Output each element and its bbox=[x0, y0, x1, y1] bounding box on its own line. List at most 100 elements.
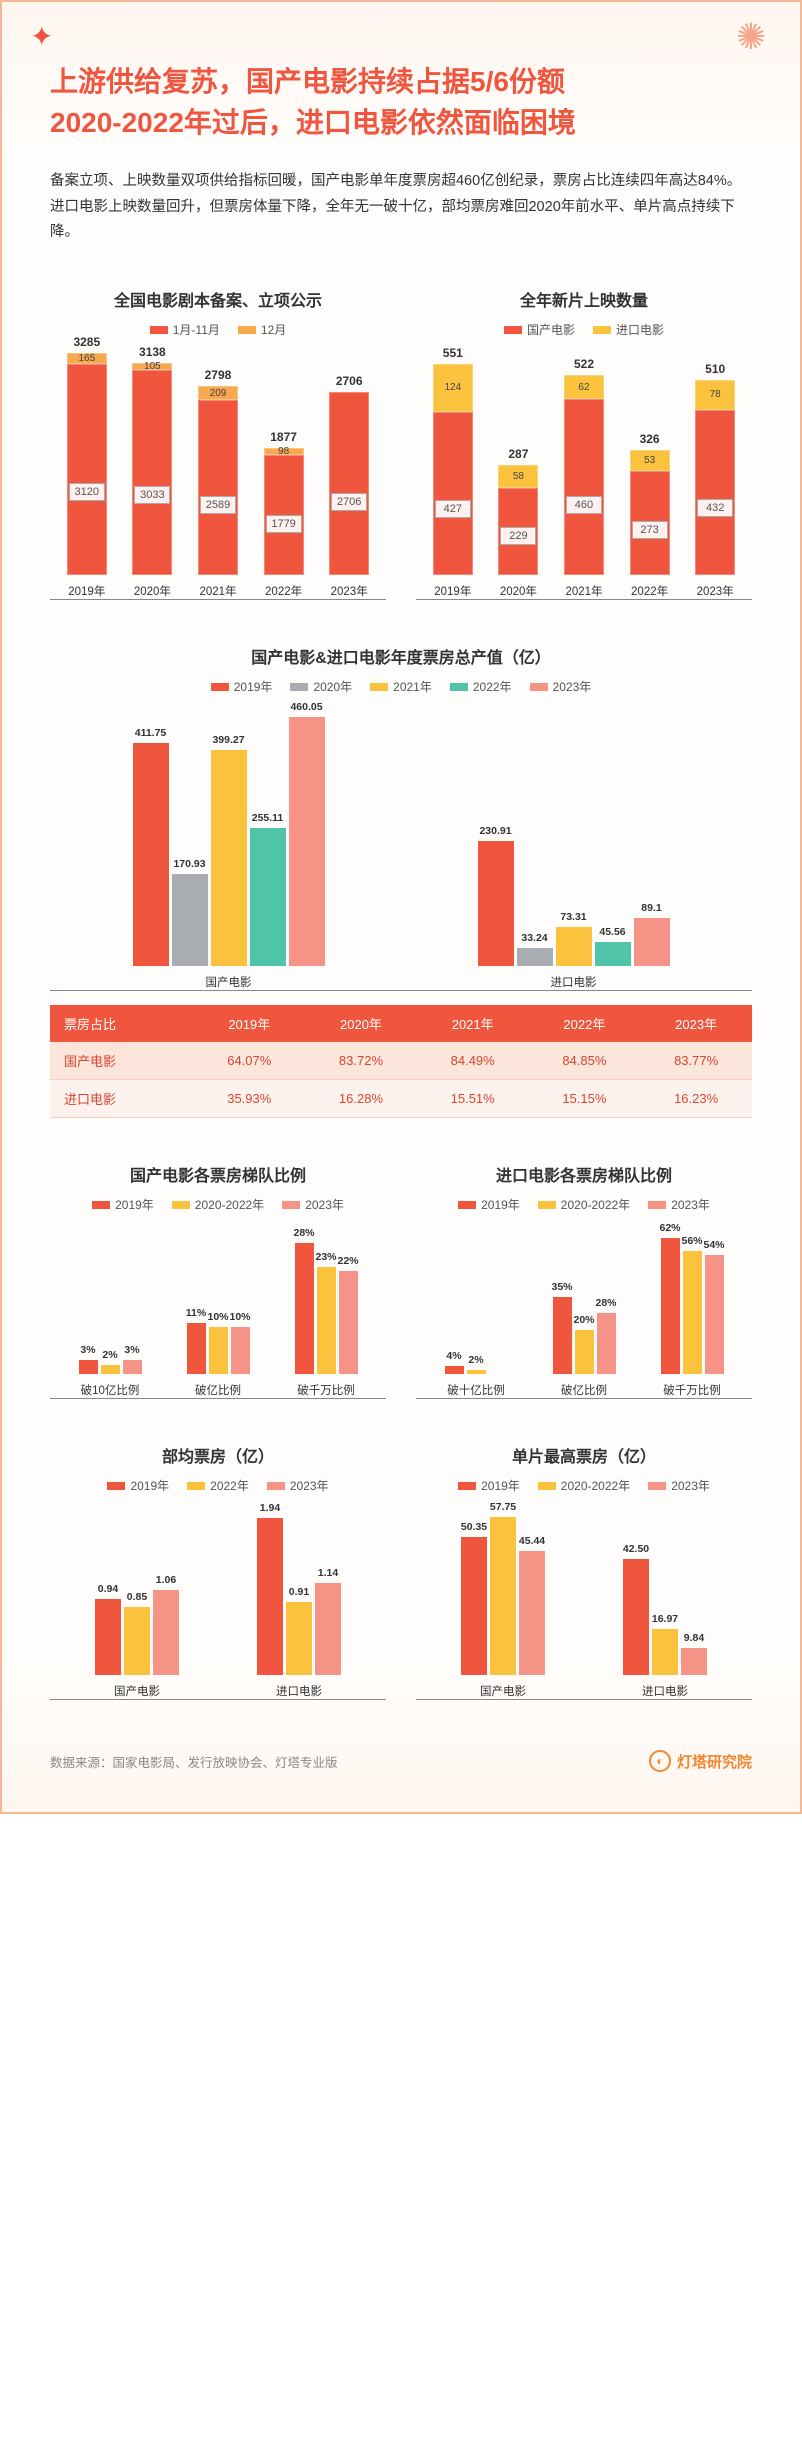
chart-filings: 全国电影剧本备案、立项公示 1月-11月 12月 3285 165 3120 2… bbox=[50, 287, 386, 600]
bar-group: 50.3557.7545.44国产电影 bbox=[461, 1517, 545, 1699]
row-1: 全国电影剧本备案、立项公示 1月-11月 12月 3285 165 3120 2… bbox=[50, 287, 752, 600]
lighthouse-icon: ◐ bbox=[649, 1750, 671, 1772]
legend: 2019年2020-2022年2023年 bbox=[50, 1196, 386, 1213]
brand-name: 灯塔研究院 bbox=[677, 1751, 752, 1772]
chart-title: 全国电影剧本备案、立项公示 bbox=[50, 287, 386, 311]
legend: 1月-11月 12月 bbox=[50, 321, 386, 338]
chart-max-boxoffice: 单片最高票房（亿）2019年2020-2022年2023年 50.3557.75… bbox=[416, 1443, 752, 1700]
bar-group: 510 78 432 2023年 bbox=[695, 380, 735, 599]
firework-icon: ✺ bbox=[736, 16, 766, 58]
table-cell: 16.23% bbox=[640, 1080, 752, 1118]
table-header: 2019年 bbox=[193, 1005, 305, 1042]
bar: 56% bbox=[683, 1251, 702, 1375]
bar: 62% bbox=[661, 1238, 680, 1375]
table-cell: 进口电影 bbox=[50, 1080, 193, 1118]
bar: 73.31 bbox=[556, 927, 592, 967]
bar: 16.97 bbox=[652, 1629, 678, 1676]
share-table: 票房占比2019年2020年2021年2022年2023年 国产电影64.07%… bbox=[50, 1005, 752, 1118]
intro-paragraph: 备案立项、上映数量双项供给指标回暖，国产电影单年度票房超460亿创纪录，票房占比… bbox=[50, 169, 752, 245]
bar-group: 0.940.851.06国产电影 bbox=[95, 1590, 179, 1700]
bar: 9.84 bbox=[681, 1648, 707, 1675]
bar-group: 3138 105 3033 2020年 bbox=[132, 363, 172, 599]
legend: 2019年2022年2023年 bbox=[50, 1477, 386, 1494]
table-cell: 15.15% bbox=[529, 1080, 641, 1118]
bar: 1.94 bbox=[257, 1518, 283, 1675]
bar: 57.75 bbox=[490, 1517, 516, 1675]
chart-import-tier: 进口电影各票房梯队比例 2019年2020-2022年2023年 4%2%破十亿比… bbox=[416, 1162, 752, 1399]
table-header: 2022年 bbox=[529, 1005, 641, 1042]
bar-group: 2706 2706 2023年 bbox=[329, 392, 369, 599]
bar: 2% bbox=[467, 1370, 486, 1374]
bar: 50.35 bbox=[461, 1537, 487, 1675]
bar: 22% bbox=[339, 1271, 358, 1374]
table-cell: 84.85% bbox=[529, 1042, 641, 1080]
bar: 411.75 bbox=[133, 743, 169, 966]
bar-group: 4%2%破十亿比例 bbox=[445, 1366, 508, 1399]
bar: 0.91 bbox=[286, 1602, 312, 1676]
table-cell: 15.51% bbox=[417, 1080, 529, 1118]
bar: 10% bbox=[231, 1327, 250, 1374]
table-cell: 83.72% bbox=[305, 1042, 417, 1080]
page-footer: 数据来源：国家电影局、发行放映协会、灯塔专业版 ◐ 灯塔研究院 bbox=[50, 1750, 752, 1772]
table-cell: 83.77% bbox=[640, 1042, 752, 1080]
row-avg-max: 部均票房（亿）2019年2022年2023年 0.940.851.06国产电影1… bbox=[50, 1443, 752, 1700]
bar: 45.56 bbox=[595, 942, 631, 967]
bar: 42.50 bbox=[623, 1559, 649, 1676]
legend: 2019年2020-2022年2023年 bbox=[416, 1196, 752, 1213]
bar-group: 28%23%22%破千万比例 bbox=[295, 1243, 358, 1398]
bar: 28% bbox=[295, 1243, 314, 1374]
chart-title: 国产电影各票房梯队比例 bbox=[50, 1162, 386, 1186]
chart-annual-boxoffice: 国产电影&进口电影年度票房总产值（亿） 2019年2020年2021年2022年2… bbox=[50, 644, 752, 1118]
bar: 23% bbox=[317, 1267, 336, 1375]
table-cell: 84.49% bbox=[417, 1042, 529, 1080]
chart-title: 部均票房（亿） bbox=[50, 1443, 386, 1467]
data-source: 数据来源：国家电影局、发行放映协会、灯塔专业版 bbox=[50, 1752, 338, 1771]
table-header: 2021年 bbox=[417, 1005, 529, 1042]
bar-group: 522 62 460 2021年 bbox=[564, 375, 604, 599]
bar-group: 3285 165 3120 2019年 bbox=[67, 353, 107, 599]
chart-domestic-tier: 国产电影各票房梯队比例 2019年2020-2022年2023年 3%2%3%破1… bbox=[50, 1162, 386, 1399]
bar-group: 411.75170.93399.27255.11460.05国产电影 bbox=[133, 717, 325, 990]
bar: 255.11 bbox=[250, 828, 286, 966]
legend: 国产电影 进口电影 bbox=[416, 321, 752, 338]
bar: 35% bbox=[553, 1297, 572, 1374]
bar: 230.91 bbox=[478, 841, 514, 966]
bar-group: 35%20%28%破亿比例 bbox=[553, 1297, 616, 1398]
chart-title: 全年新片上映数量 bbox=[416, 287, 752, 311]
bar: 20% bbox=[575, 1330, 594, 1374]
chart-title: 国产电影&进口电影年度票房总产值（亿） bbox=[50, 644, 752, 668]
bar: 3% bbox=[123, 1360, 142, 1374]
bar: 460.05 bbox=[289, 717, 325, 966]
bar-group: 2798 209 2589 2021年 bbox=[198, 386, 238, 599]
bar: 11% bbox=[187, 1323, 206, 1375]
bar: 399.27 bbox=[211, 750, 247, 966]
legend: 2019年2020年2021年2022年2023年 bbox=[50, 678, 752, 695]
infographic-page: ✦ ✺ 上游供给复苏，国产电影持续占据5/6份额 2020-2022年过后，进口… bbox=[0, 0, 802, 1814]
bars: 50.3557.7545.44国产电影 42.5016.979.84进口电影 bbox=[416, 1506, 752, 1700]
bar-group: 326 53 273 2022年 bbox=[630, 450, 670, 599]
bars: 3%2%3%破10亿比例11%10%10%破亿比例28%23%22%破千万比例 bbox=[50, 1225, 386, 1399]
bar-group: 42.5016.979.84进口电影 bbox=[623, 1559, 707, 1700]
title-line-1: 上游供给复苏，国产电影持续占据5/6份额 bbox=[50, 62, 752, 103]
bar: 0.85 bbox=[124, 1607, 150, 1676]
chart-releases: 全年新片上映数量 国产电影 进口电影 551 124 427 2019年 287… bbox=[416, 287, 752, 600]
chart-avg-boxoffice: 部均票房（亿）2019年2022年2023年 0.940.851.06国产电影1… bbox=[50, 1443, 386, 1700]
table-cell: 国产电影 bbox=[50, 1042, 193, 1080]
bars: 0.940.851.06国产电影 1.940.911.14进口电影 bbox=[50, 1506, 386, 1700]
bar: 4% bbox=[445, 1366, 464, 1375]
bar-group: 230.9133.2473.3145.5689.1进口电影 bbox=[478, 841, 670, 990]
legend: 2019年2020-2022年2023年 bbox=[416, 1477, 752, 1494]
bars: 411.75170.93399.27255.11460.05国产电影 230.91… bbox=[50, 707, 752, 991]
brand-logo: ◐ 灯塔研究院 bbox=[649, 1750, 752, 1772]
bars: 4%2%破十亿比例35%20%28%破亿比例62%56%54%破千万比例 bbox=[416, 1225, 752, 1399]
bar-group: 3%2%3%破10亿比例 bbox=[79, 1360, 142, 1398]
bar-group: 1.940.911.14进口电影 bbox=[257, 1518, 341, 1699]
bar: 170.93 bbox=[172, 874, 208, 967]
table-cell: 16.28% bbox=[305, 1080, 417, 1118]
table-cell: 64.07% bbox=[193, 1042, 305, 1080]
chart-title: 进口电影各票房梯队比例 bbox=[416, 1162, 752, 1186]
bar-group: 11%10%10%破亿比例 bbox=[187, 1323, 250, 1399]
bar: 1.06 bbox=[153, 1590, 179, 1676]
bar: 28% bbox=[597, 1313, 616, 1375]
bar: 45.44 bbox=[519, 1551, 545, 1676]
